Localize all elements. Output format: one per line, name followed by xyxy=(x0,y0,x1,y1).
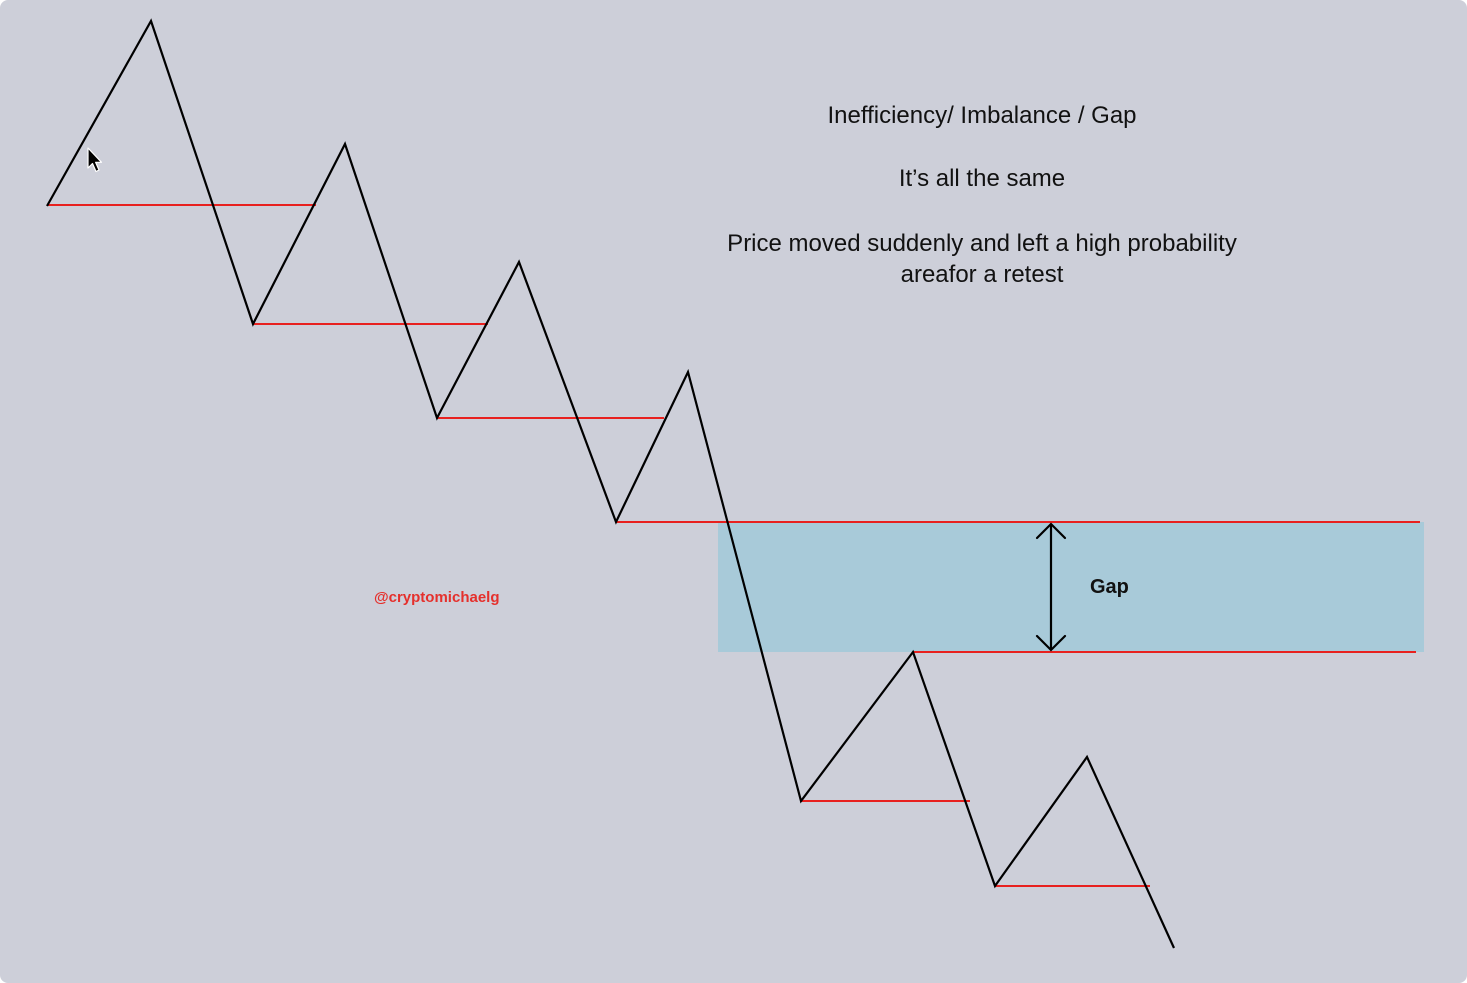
diagram-title: Inefficiency/ Imbalance / Gap xyxy=(827,102,1137,129)
level-lines xyxy=(47,204,1420,887)
price-path xyxy=(46,18,1176,949)
diagram-subtitle: It’s all the same xyxy=(898,165,1066,192)
double-arrow-icon xyxy=(1035,522,1067,652)
description-line: areafor a retest xyxy=(900,261,1064,288)
gap-zone xyxy=(718,522,1424,652)
watermark: @cryptomichaelg xyxy=(374,589,500,606)
diagram-description: Price moved suddenly and left a high pro… xyxy=(727,228,1237,290)
gap-label: Gap xyxy=(1090,576,1129,598)
description-line: Price moved suddenly and left a high pro… xyxy=(727,230,1237,257)
mouse-cursor-icon xyxy=(87,147,103,173)
